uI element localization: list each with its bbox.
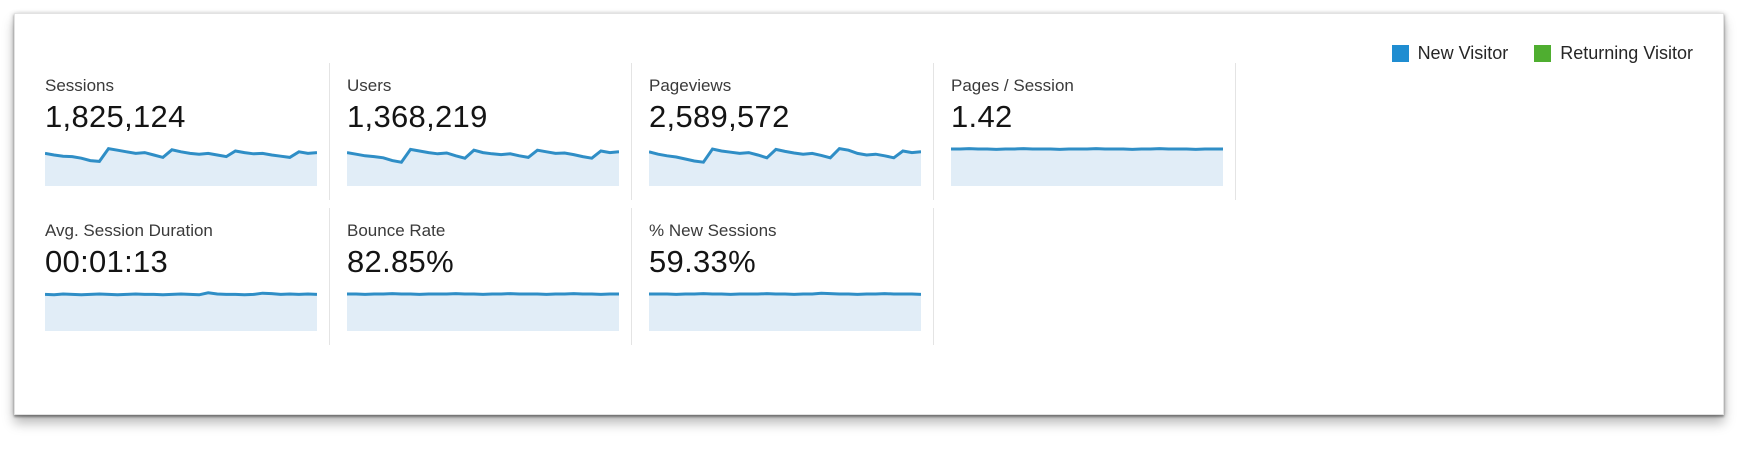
metric-label-users: Users bbox=[347, 76, 392, 95]
sparkline-area-avg-session-duration bbox=[45, 292, 317, 331]
sparkline-line-users bbox=[347, 147, 619, 164]
metric-sparkline-users bbox=[347, 147, 619, 186]
metric-label-avg-session-duration: Avg. Session Duration bbox=[45, 221, 213, 240]
metric-value-sessions: 1,825,124 bbox=[45, 99, 186, 134]
sparkline-area-sessions bbox=[45, 148, 317, 186]
analytics-overview-card: Sessions 1,825,124 Users 1,368,219 Pageviews… bbox=[14, 13, 1724, 415]
metric-value-users: 1,368,219 bbox=[347, 99, 488, 134]
metric-label-percent-new-sessions: % New Sessions bbox=[649, 221, 777, 240]
metric-sparkline-bounce-rate bbox=[347, 292, 619, 331]
legend-item-new-visitor: New Visitor bbox=[1391, 43, 1509, 64]
metric-sparkline-sessions bbox=[45, 146, 317, 186]
metric-label-sessions: Sessions bbox=[45, 76, 114, 95]
sparkline-line-avg-session-duration bbox=[45, 291, 317, 297]
sparkline-area-percent-new-sessions bbox=[649, 293, 921, 331]
metric-value-pageviews: 2,589,572 bbox=[649, 99, 790, 134]
metric-sparkline-pageviews bbox=[649, 146, 921, 186]
legend-label-new-visitor: New Visitor bbox=[1417, 43, 1509, 63]
metric-sessions: Sessions 1,825,124 bbox=[28, 63, 330, 200]
metric-bounce-rate: Bounce Rate 82.85% bbox=[330, 208, 632, 345]
sparkline-line-bounce-rate bbox=[347, 292, 619, 296]
legend-label-returning-visitor: Returning Visitor bbox=[1560, 43, 1693, 63]
metrics-row-2: Avg. Session Duration 00:01:13 Bounce Rate… bbox=[28, 208, 1236, 345]
pie-legend: New Visitor Returning Visitor bbox=[1391, 43, 1693, 64]
legend-swatch-new-visitor bbox=[1391, 45, 1409, 62]
sparkline-area-pageviews bbox=[649, 148, 921, 186]
legend-item-returning-visitor: Returning Visitor bbox=[1534, 43, 1693, 64]
metrics-grid: Sessions 1,825,124 Users 1,368,219 Pageviews… bbox=[28, 63, 1236, 345]
metric-percent-new-sessions: % New Sessions 59.33% bbox=[632, 208, 934, 345]
sparkline-line-pageviews bbox=[649, 146, 921, 164]
sparkline-area-pages-per-session bbox=[951, 148, 1223, 186]
sparkline-line-percent-new-sessions bbox=[649, 291, 921, 296]
metric-label-pages-per-session: Pages / Session bbox=[951, 76, 1074, 95]
sparkline-line-sessions bbox=[45, 146, 317, 163]
metric-value-avg-session-duration: 00:01:13 bbox=[45, 244, 169, 279]
metric-pageviews: Pageviews 2,589,572 bbox=[632, 63, 934, 200]
legend-swatch-returning-visitor bbox=[1534, 45, 1552, 62]
metric-sparkline-pages-per-session bbox=[951, 147, 1223, 186]
sparkline-area-users bbox=[347, 149, 619, 186]
sparkline-line-pages-per-session bbox=[951, 147, 1223, 151]
metric-users: Users 1,368,219 bbox=[330, 63, 632, 200]
metric-pages-per-session: Pages / Session 1.42 bbox=[934, 63, 1236, 200]
metric-value-bounce-rate: 82.85% bbox=[347, 244, 454, 279]
metric-sparkline-avg-session-duration bbox=[45, 291, 317, 331]
metric-label-pageviews: Pageviews bbox=[649, 76, 732, 95]
sparkline-area-bounce-rate bbox=[347, 293, 619, 331]
metric-label-bounce-rate: Bounce Rate bbox=[347, 221, 446, 240]
metric-value-pages-per-session: 1.42 bbox=[951, 99, 1013, 134]
metric-sparkline-percent-new-sessions bbox=[649, 291, 921, 331]
metric-value-percent-new-sessions: 59.33% bbox=[649, 244, 756, 279]
metrics-row-1: Sessions 1,825,124 Users 1,368,219 Pageviews… bbox=[28, 63, 1236, 200]
metric-avg-session-duration: Avg. Session Duration 00:01:13 bbox=[28, 208, 330, 345]
